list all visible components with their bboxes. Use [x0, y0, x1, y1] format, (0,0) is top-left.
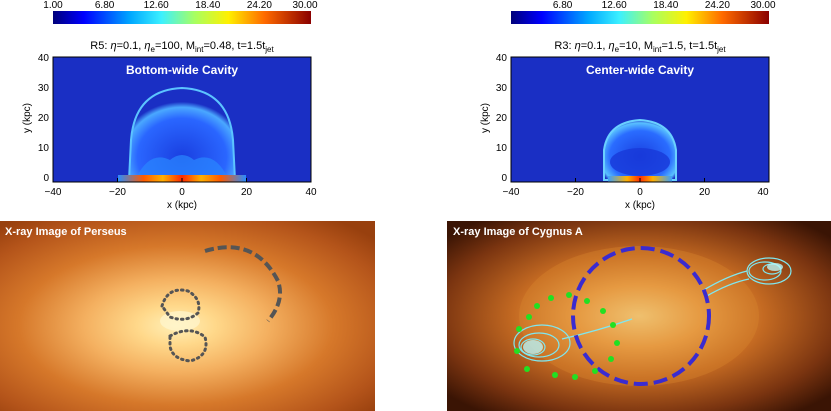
x-tick: 0 — [179, 187, 185, 198]
y-axis-label: y (kpc) — [22, 103, 33, 133]
x-tick: −20 — [567, 187, 584, 198]
sim-left-svg: 1.00 6.80 12.60 18.40 24.20 30.00 R5: η=… — [22, 0, 318, 211]
y-tick: 0 — [501, 173, 507, 184]
x-axis: −40 −20 0 20 40 x (kpc) — [45, 178, 317, 211]
perseus-image — [0, 221, 375, 411]
colorbar-tick: 18.40 — [195, 0, 220, 11]
colorbar-tick: 24.20 — [705, 0, 730, 11]
colorbar-ticks: 1.00 6.80 12.60 18.40 24.20 30.00 — [43, 0, 318, 11]
x-tick: 40 — [757, 187, 769, 198]
xray-panel-cygnus: X-ray Image of Cygnus A — [447, 221, 831, 411]
perseus-upper-cavity — [160, 288, 201, 321]
y-tick: 40 — [38, 53, 50, 64]
y-axis: 40 30 20 10 0 y (kpc) — [22, 53, 49, 184]
sim-right-svg: 6.80 12.60 18.40 24.20 30.00 R3: η=0.1, … — [480, 0, 776, 211]
x-tick: −40 — [503, 187, 520, 198]
y-axis-label: y (kpc) — [480, 103, 491, 133]
cavity-inner — [136, 155, 228, 178]
colorbar — [53, 11, 311, 24]
x-tick: 0 — [637, 187, 643, 198]
x-tick: −40 — [45, 187, 62, 198]
y-tick: 20 — [38, 113, 50, 124]
x-tick: 20 — [699, 187, 711, 198]
x-axis-label: x (kpc) — [625, 200, 655, 211]
y-tick: 30 — [496, 83, 508, 94]
y-axis: 40 30 20 10 0 y (kpc) — [480, 53, 507, 184]
colorbar-tick: 6.80 — [95, 0, 115, 11]
x-tick: −20 — [109, 187, 126, 198]
sim-title: R3: η=0.1, ηe=10, Mint=1.5, t=1.5tjet — [554, 40, 726, 54]
colorbar-tick: 30.00 — [292, 0, 317, 11]
y-tick: 0 — [43, 173, 49, 184]
colorbar-tick: 12.60 — [144, 0, 169, 11]
sim-panel-right: 6.80 12.60 18.40 24.20 30.00 R3: η=0.1, … — [458, 0, 831, 215]
colorbar-tick: 18.40 — [653, 0, 678, 11]
perseus-lower-cavity — [168, 329, 208, 363]
colorbar-tick: 12.60 — [602, 0, 627, 11]
y-tick: 30 — [38, 83, 50, 94]
colorbar-tick: 6.80 — [553, 0, 573, 11]
xray-panel-perseus: X-ray Image of Perseus — [0, 221, 375, 411]
cygnus-image — [447, 221, 831, 411]
cavity-label: Bottom-wide Cavity — [126, 63, 238, 77]
colorbar-ticks: 6.80 12.60 18.40 24.20 30.00 — [553, 0, 776, 11]
xray-label: X-ray Image of Cygnus A — [453, 226, 583, 238]
colorbar-tick: 1.00 — [43, 0, 63, 11]
cavity-bubble — [127, 86, 237, 181]
colorbar-tick: 24.20 — [247, 0, 272, 11]
y-tick: 10 — [38, 143, 50, 154]
y-tick: 10 — [496, 143, 508, 154]
cavity-inner — [610, 148, 670, 176]
colorbar — [511, 11, 769, 24]
xray-label: X-ray Image of Perseus — [5, 226, 127, 238]
x-axis: −40 −20 0 20 40 x (kpc) — [503, 178, 770, 211]
y-tick: 20 — [496, 113, 508, 124]
sim-title: R5: η=0.1, ηe=100, Mint=0.48, t=1.5tjet — [90, 40, 274, 54]
cocoon-circle — [571, 246, 711, 386]
colorbar-tick: 30.00 — [750, 0, 775, 11]
x-tick: 40 — [305, 187, 317, 198]
green-dot-markers — [514, 292, 620, 380]
cavity-label: Center-wide Cavity — [586, 63, 694, 77]
x-tick: 20 — [241, 187, 253, 198]
x-axis-label: x (kpc) — [167, 200, 197, 211]
sim-panel-left: 1.00 6.80 12.60 18.40 24.20 30.00 R5: η=… — [0, 0, 380, 215]
y-tick: 40 — [496, 53, 508, 64]
